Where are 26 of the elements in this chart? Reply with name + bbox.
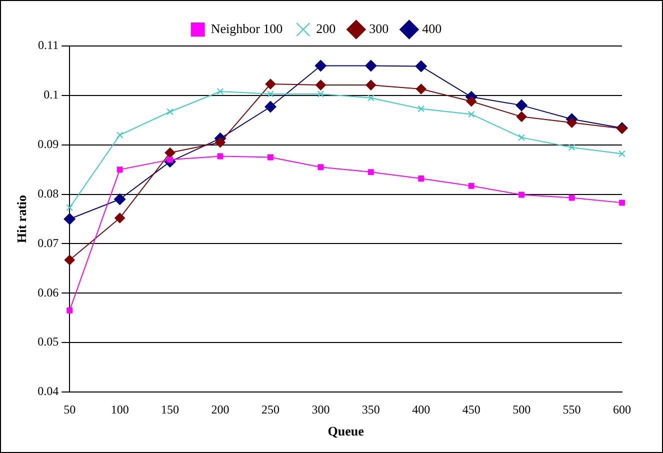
x-tick-label: 50 (64, 402, 76, 416)
y-tick-label: 0.09 (38, 137, 59, 152)
legend-label: Neighbor 100 (210, 20, 283, 36)
x-tick-label: 300 (312, 402, 330, 416)
y-tick-label: 0.1 (44, 88, 59, 102)
x-tick-label: 200 (211, 402, 230, 416)
legend-label: 300 (369, 20, 389, 36)
x-tick-label: 250 (261, 402, 280, 416)
y-tick-label: 0.05 (38, 334, 59, 349)
x-tick-label: 400 (412, 402, 430, 416)
legend-label: 400 (422, 20, 442, 36)
y-tick-label: 0.04 (38, 384, 59, 398)
x-tick-label: 500 (512, 402, 531, 416)
y-axis-title: Hit ratio (14, 194, 30, 244)
y-tick-label: 0.11 (38, 38, 59, 52)
x-tick-label: 100 (110, 402, 129, 416)
y-tick-label: 0.06 (38, 285, 59, 300)
y-tick-label: 0.07 (38, 236, 59, 250)
x-tick-label: 350 (362, 402, 380, 416)
x-axis-title: Queue (328, 424, 364, 439)
y-tick-label: 0.08 (38, 186, 59, 200)
x-tick-label: 450 (462, 402, 480, 416)
x-tick-label: 150 (161, 402, 180, 416)
legend-label: 200 (316, 20, 336, 36)
x-tick-label: 550 (562, 402, 581, 416)
x-tick-label: 600 (613, 402, 631, 416)
